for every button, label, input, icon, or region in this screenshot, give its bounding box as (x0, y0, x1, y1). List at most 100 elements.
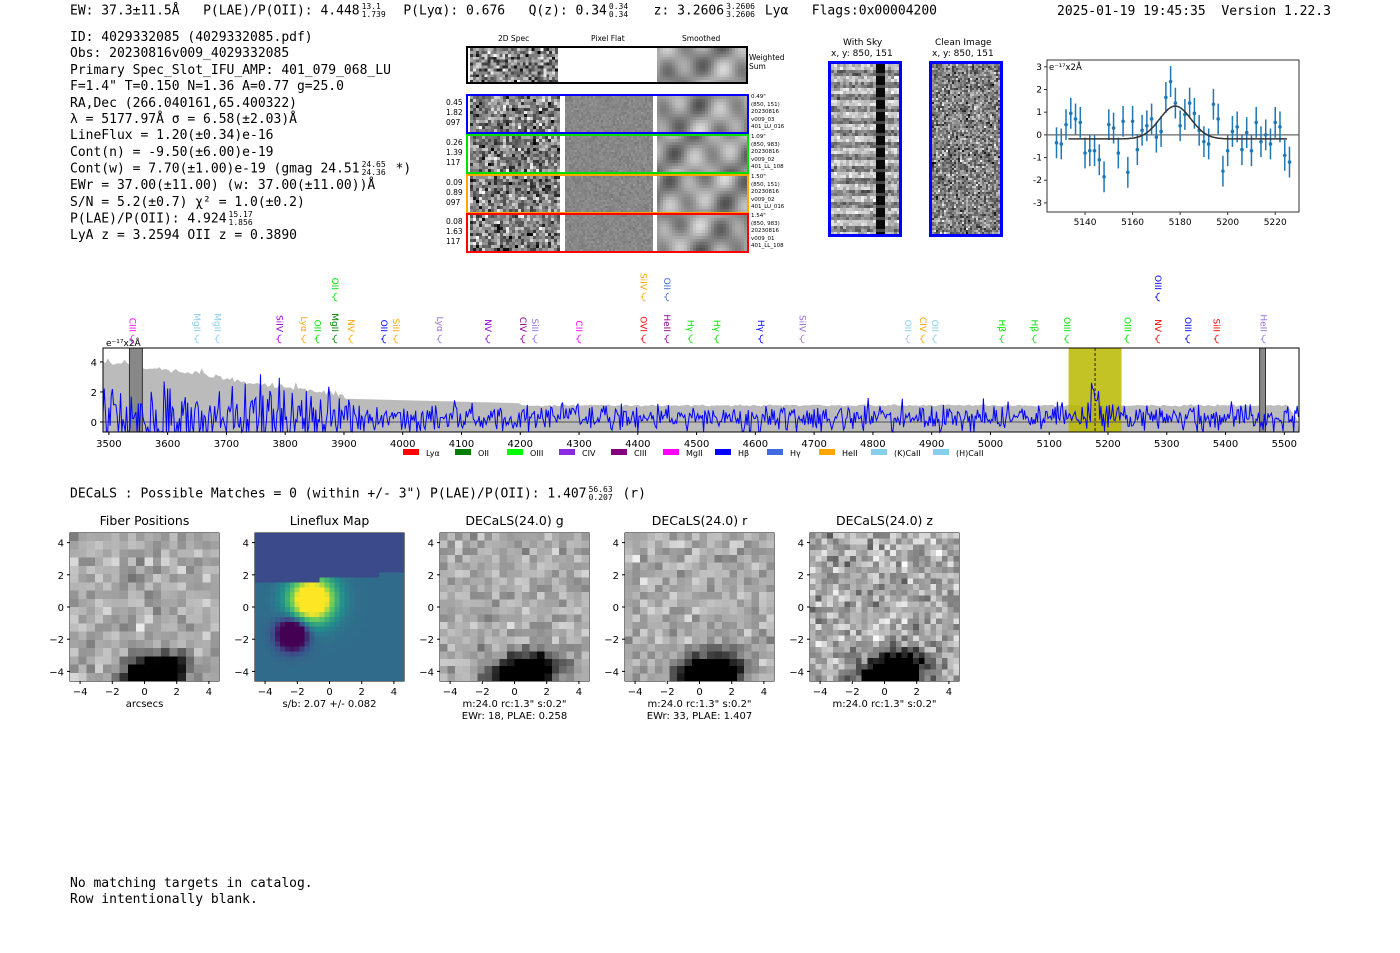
emission-line-label: Lyα (434, 317, 444, 333)
emission-line-bracket (194, 334, 200, 344)
info-line: Primary Spec_Slot_IFU_AMP: 401_079_068_L… (70, 62, 391, 78)
x-tick-label: 5200 (1095, 439, 1120, 450)
emission-line-bracket (664, 292, 670, 302)
emission-line-bracket (1260, 334, 1266, 344)
x-tick-label: 4100 (449, 439, 474, 450)
y-tick-label: 1 (1036, 108, 1042, 118)
emission-line-bracket (687, 334, 693, 344)
info-sn: S/N = 5.2(±0.7) χ² = 1.0(±0.2) (70, 194, 305, 210)
decals-plae-lo: 0.207 (588, 493, 613, 502)
y-tick-label: 2 (798, 571, 804, 582)
info-line: λ = 5177.97Å σ = 6.58(±2.03)Å (70, 112, 297, 128)
cutout-caption: m:24.0 rc:1.3" s:0.2" (462, 699, 566, 710)
fiber-info-line: v009_02 (751, 156, 775, 163)
info-line: LineFlux = 1.20(±0.34)e-16 (70, 128, 274, 144)
x-tick-label: 5140 (1074, 218, 1097, 228)
data-point (1097, 158, 1102, 162)
legend-label: OII (478, 449, 489, 458)
fiber-stat: 097 (446, 198, 461, 207)
row-2dspec-image (470, 215, 560, 251)
x-tick-label: 0 (881, 687, 887, 698)
data-point (1116, 151, 1121, 155)
x-tick-label: 2 (544, 687, 550, 698)
emission-line-bracket (1154, 292, 1160, 302)
qz-range: 0.34 0.34 (609, 3, 628, 19)
spectrum-line (102, 374, 1299, 434)
contw: Cont(w) = 7.70(±1.00)e-19 (gmag 24.51 (70, 161, 360, 177)
data-point (1244, 130, 1249, 135)
cutout-image (625, 533, 774, 681)
fiber-stat: 117 (446, 158, 461, 167)
y-tick-label: −2 (604, 635, 619, 646)
fiber-info-line: 20230816 (751, 189, 779, 196)
y-tick-label: 4 (798, 539, 804, 550)
weighted-smoothed-image (657, 48, 747, 83)
header-smoothed: Smoothed (682, 34, 721, 43)
fiber-stat: 0.89 (446, 188, 463, 197)
y-tick-label: 0 (91, 418, 97, 429)
fiber-info-line: 20230816 (751, 149, 779, 156)
data-point (1064, 122, 1068, 127)
row-2dspec-image (470, 136, 560, 172)
x-tick-label: 4200 (508, 439, 533, 450)
y-tick-label: −4 (49, 667, 64, 678)
timestamp: 2025-01-19 19:45:35 (1057, 4, 1206, 19)
y-tick-label: 0 (798, 603, 804, 614)
y-tick-label: 2 (243, 571, 249, 582)
fiber-stat: 0.45 (446, 98, 463, 107)
emission-line-label: MgII (329, 313, 339, 332)
data-point (1168, 79, 1173, 84)
emission-line-bracket (1213, 334, 1219, 344)
data-point (1087, 148, 1092, 153)
emission-line-bracket (931, 334, 937, 344)
emission-line-label: NV (482, 319, 492, 333)
contw-end: *) (395, 161, 412, 177)
row-pixelflat-image (565, 96, 653, 132)
emission-line-bracket (532, 334, 538, 344)
emission-line-label: Hβ (1029, 319, 1039, 332)
z-value: z: 3.2606 (653, 3, 725, 19)
y-tick-label: 0 (58, 603, 64, 614)
x-tick-label: 4900 (919, 439, 944, 450)
x-tick-label: 5160 (1121, 218, 1144, 228)
x-tick-label: 5220 (1264, 218, 1287, 228)
fiber-stat: 097 (446, 118, 461, 127)
emission-line-label: SiII (529, 318, 539, 332)
qz-value: Q(z): 0.34 (528, 3, 607, 19)
x-tick-label: 0 (511, 687, 517, 698)
data-point (1121, 119, 1125, 124)
fiber-row-stats: 0.08 1.63 117 (446, 217, 463, 247)
fiber-row-info: 1.09" (850, 983) 20230816 v009_02 401_LL_108 (751, 134, 784, 172)
emission-line-bracket (129, 334, 135, 344)
x-tick-label: 2 (174, 687, 180, 698)
decals-summary: DECaLS : Possible Matches = 0 (within +/… (70, 486, 587, 502)
line-id: Lyα (764, 3, 789, 19)
plae-lo: 1.739 (361, 10, 386, 19)
data-point (1282, 153, 1287, 158)
x-tick-label: 4 (576, 687, 582, 698)
legend-swatch (559, 449, 575, 455)
emission-line-bracket (484, 334, 490, 344)
x-tick-label: 4600 (743, 439, 768, 450)
cutout-caption: m:24.0 rc:1.3" s:0.2" (647, 699, 751, 710)
emission-line-label: OII (312, 320, 322, 332)
fiber-info-line: 0.49" (751, 94, 766, 100)
legend-swatch (507, 449, 523, 455)
decals-header: DECaLS : Possible Matches = 0 (within +/… (70, 486, 646, 502)
y-tick-label: −4 (604, 667, 619, 678)
info-line: ID: 4029332085 (4029332085.pdf) (70, 30, 313, 45)
plae-value: P(LAE)/P(OII): 4.448 (203, 3, 360, 19)
emission-line-label: SiIV (796, 315, 806, 333)
x-tick-label: 4 (946, 687, 952, 698)
info-line: RA,Dec (266.040161,65.400322) (70, 95, 297, 111)
decals-band: (r) (622, 486, 646, 502)
legend-label: (H)CaII (956, 449, 983, 458)
fiber-info-line: (850, 151) (751, 181, 780, 188)
fiber-row-frame (466, 213, 749, 253)
cutout-title: DECaLS(24.0) r (651, 513, 748, 528)
x-tick-label: 2 (359, 687, 365, 698)
header-2dspec: 2D Spec (498, 34, 530, 43)
emission-line-label: OII (378, 320, 388, 332)
lineflux-map-image (255, 533, 404, 681)
legend-swatch (715, 449, 731, 455)
